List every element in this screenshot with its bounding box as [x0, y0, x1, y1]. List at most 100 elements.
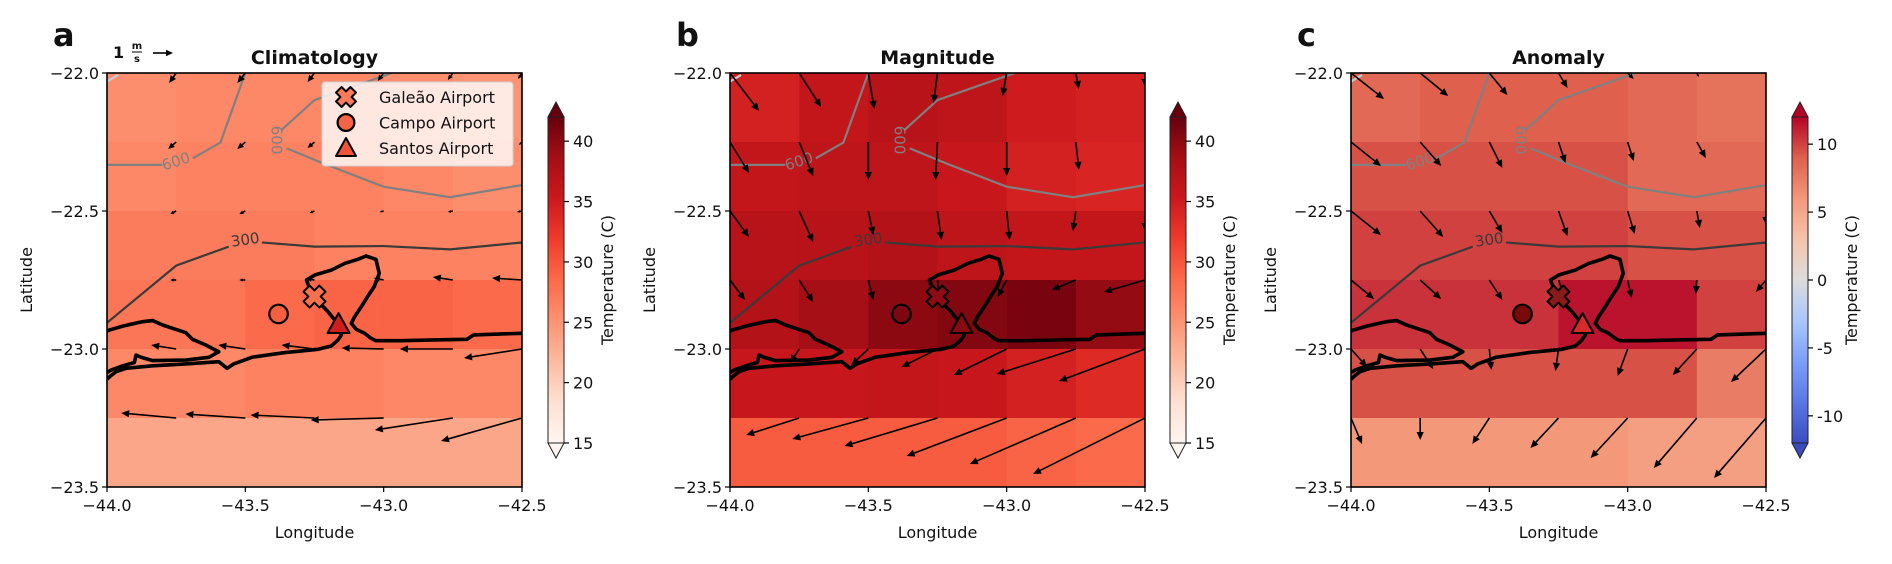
colorbar-tick-label: 40	[1195, 132, 1215, 151]
colorbar-tick-label: 10	[1817, 135, 1837, 154]
colorbar-tick-label: 20	[1195, 374, 1215, 393]
heatmap-cell	[1628, 142, 1698, 212]
x-tick-label: −43.5	[221, 496, 270, 515]
colorbar-tick-label: 30	[573, 253, 593, 272]
quiver-key-unit-num: m	[132, 41, 142, 52]
panel-b: 600600300−44.0−43.5−43.0−42.5−22.0−22.5−…	[640, 16, 1239, 542]
heatmap-cell	[799, 418, 869, 488]
colorbar-gradient	[548, 117, 564, 443]
y-tick-label: −22.5	[50, 202, 99, 221]
x-tick-label: −42.5	[1120, 496, 1169, 515]
y-tick-label: −22.5	[673, 202, 722, 221]
heatmap-cell	[1420, 418, 1490, 488]
x-tick-label: −43.0	[982, 496, 1031, 515]
heatmap-cell	[176, 418, 246, 488]
heatmap-cell	[1697, 142, 1767, 212]
heatmap-cell	[1628, 73, 1698, 143]
campo-circle-marker	[1513, 305, 1531, 323]
legend-label: Santos Airport	[379, 139, 493, 158]
heatmap-cell	[107, 73, 177, 143]
colorbar: 15 20 25 30 35 40 Temperature (C)	[1170, 102, 1239, 458]
x-tick-label: −44.0	[82, 496, 131, 515]
colorbar-tick-label: -10	[1817, 407, 1843, 426]
heatmap-cell	[176, 73, 246, 143]
heatmap-cell	[315, 349, 385, 419]
legend-marker-x	[336, 87, 356, 107]
y-axis-label: Latitude	[17, 247, 36, 313]
y-tick-label: −23.0	[673, 340, 722, 359]
heatmap-cell	[176, 280, 246, 350]
colorbar-tick-label: 0	[1817, 271, 1827, 290]
heatmap-cell	[315, 418, 385, 488]
heatmap-cell	[1559, 349, 1629, 419]
contour-label: 600	[890, 126, 908, 155]
campo-circle-marker	[269, 305, 287, 323]
heatmap-cell	[730, 211, 800, 281]
colorbar-extend-max	[1170, 102, 1186, 117]
heatmap-cell	[245, 418, 315, 488]
heatmap-cell	[1697, 73, 1767, 143]
panel-title: Anomaly	[1512, 47, 1605, 69]
x-axis-label: Longitude	[275, 523, 355, 542]
colorbar-tick-label: 35	[573, 193, 593, 212]
heatmap-cell	[1559, 142, 1629, 212]
panel-letter: b	[676, 16, 699, 54]
heatmap-cell	[1007, 418, 1077, 488]
colorbar-tick-label: 35	[1195, 193, 1215, 212]
heatmap-cell	[1351, 142, 1421, 212]
colorbar-tick-label: 25	[1195, 313, 1215, 332]
heatmap-cell	[799, 73, 869, 143]
x-tick-label: −43.0	[1603, 496, 1652, 515]
heatmap-cell	[107, 418, 177, 488]
colorbar-tick-label: 40	[573, 132, 593, 151]
heatmap-cell	[1076, 418, 1146, 488]
wind-arrow	[690, 418, 730, 433]
heatmap-cell	[938, 73, 1008, 143]
wind-arrow	[101, 278, 107, 281]
contour-label: 600	[267, 126, 285, 155]
heatmap-cell	[107, 211, 177, 281]
colorbar-gradient	[1792, 117, 1808, 443]
colorbar-extend-max	[548, 102, 564, 117]
x-tick-label: −42.5	[1741, 496, 1790, 515]
heatmap-cell	[245, 349, 315, 419]
heatmap-cell	[1007, 73, 1077, 143]
contour-label: 600	[1511, 126, 1529, 155]
y-axis-label: Latitude	[1261, 247, 1280, 313]
panel-title: Climatology	[251, 47, 379, 69]
heatmap-cell	[938, 142, 1008, 212]
colorbar-tick-label: 20	[573, 374, 593, 393]
heatmap-cell	[384, 349, 454, 419]
colorbar-extend-min	[1170, 443, 1186, 458]
y-tick-label: −23.0	[1294, 340, 1343, 359]
x-axis-label: Longitude	[1519, 523, 1599, 542]
colorbar-label: Temperature (C)	[1220, 215, 1239, 346]
x-tick-label: −42.5	[497, 496, 546, 515]
heatmap-cell	[938, 349, 1008, 419]
heatmap-cell	[799, 280, 869, 350]
quiver-key-arrowhead	[166, 50, 173, 56]
x-tick-label: −43.5	[844, 496, 893, 515]
heatmap-cell	[1351, 418, 1421, 488]
colorbar-tick-label: 25	[573, 313, 593, 332]
quiver-key-value: 1	[113, 43, 124, 62]
heatmap-cell	[453, 349, 523, 419]
heatmap-cell	[868, 349, 938, 419]
colorbar-label: Temperature (C)	[598, 215, 617, 346]
colorbar-tick-label: 15	[573, 434, 593, 453]
x-tick-label: −43.0	[359, 496, 408, 515]
heatmap-cell	[1351, 73, 1421, 143]
heatmap-cell	[1076, 142, 1146, 212]
colorbar-tick-label: 15	[1195, 434, 1215, 453]
colorbar-tick-label: 30	[1195, 253, 1215, 272]
y-tick-label: −23.5	[673, 478, 722, 497]
colorbar-gradient	[1170, 117, 1186, 443]
y-tick-label: −22.0	[1294, 64, 1343, 83]
wind-arrow	[100, 142, 107, 149]
quiver-key-unit-den: s	[134, 54, 140, 65]
heatmap-cell	[107, 142, 177, 212]
heatmap-cell	[1489, 349, 1559, 419]
